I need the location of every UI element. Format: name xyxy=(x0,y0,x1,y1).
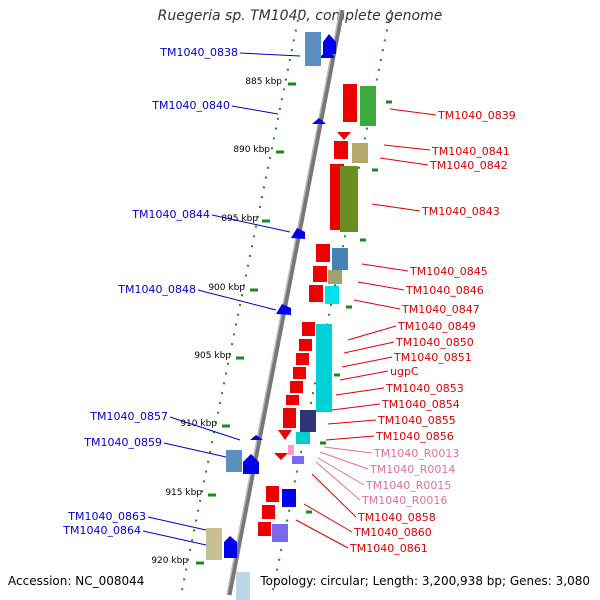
gene-label[interactable]: TM1040_0851 xyxy=(393,351,472,364)
gene-block xyxy=(309,285,323,302)
gene-label[interactable]: TM1040_0850 xyxy=(395,336,474,349)
gene-label[interactable]: TM1040_0849 xyxy=(397,320,476,333)
gene-block xyxy=(293,367,306,379)
gene-label[interactable]: TM1040_0841 xyxy=(431,145,510,158)
cog-block xyxy=(296,432,310,444)
rna-label[interactable]: TM1040_R0015 xyxy=(365,479,451,492)
rna-labels: TM1040_R0013 TM1040_R0014 TM1040_R0015 T… xyxy=(361,447,459,507)
gene-arrow xyxy=(321,50,334,58)
map-title: Ruegeria sp. TM1040, complete genome xyxy=(157,8,443,24)
cog-block xyxy=(300,410,316,432)
gene-label[interactable]: TM1040_0861 xyxy=(349,542,428,555)
gene-label[interactable]: ugpC xyxy=(390,365,419,378)
cog-block xyxy=(352,143,368,163)
gene-block xyxy=(296,353,309,365)
cog-block xyxy=(236,572,250,600)
gene-block xyxy=(286,395,299,405)
rna-block xyxy=(292,456,304,464)
scale-label: 905 kbp xyxy=(194,351,231,361)
gene-block xyxy=(283,408,296,428)
gene-label[interactable]: TM1040_0846 xyxy=(405,284,484,297)
gene-block xyxy=(282,489,296,507)
cog-block xyxy=(360,86,376,126)
gene-arrow xyxy=(250,435,263,440)
gene-label[interactable]: TM1040_0860 xyxy=(353,526,432,539)
gene-block xyxy=(262,505,275,519)
gene-arrow xyxy=(274,453,288,460)
gene-block xyxy=(316,244,330,262)
rna-label[interactable]: TM1040_R0013 xyxy=(373,447,459,460)
gene-label[interactable]: TM1040_0840 xyxy=(151,99,230,112)
gene-label[interactable]: TM1040_0855 xyxy=(377,414,456,427)
scale-ticks xyxy=(196,82,392,565)
gene-label[interactable]: TM1040_0847 xyxy=(401,303,480,316)
backbone xyxy=(226,9,345,596)
gene-label[interactable]: TM1040_0856 xyxy=(375,430,454,443)
leader-lines xyxy=(142,52,437,549)
rna-label[interactable]: TM1040_R0016 xyxy=(361,494,447,507)
gene-block xyxy=(343,84,357,122)
gene-label[interactable]: TM1040_0863 xyxy=(67,510,146,523)
cog-block xyxy=(340,166,358,232)
gene-label[interactable]: TM1040_0853 xyxy=(385,382,464,395)
scale-label: 890 kbp xyxy=(233,145,270,155)
scale-label: 900 kbp xyxy=(208,283,245,293)
cog-block xyxy=(325,286,339,304)
accession-text: Accession: NC_008044 xyxy=(8,574,145,588)
gene-block xyxy=(290,381,303,393)
reverse-features xyxy=(206,32,336,600)
scale-label: 895 kbp xyxy=(221,214,258,224)
gene-label[interactable]: TM1040_0857 xyxy=(89,410,168,423)
gene-arrow xyxy=(323,34,336,54)
rna-label[interactable]: TM1040_R0014 xyxy=(369,463,455,476)
gene-block xyxy=(266,486,279,502)
gene-block xyxy=(258,522,271,536)
scale-label: 915 kbp xyxy=(165,488,202,498)
cog-block xyxy=(272,524,288,542)
scale-label: 885 kbp xyxy=(245,77,282,87)
gene-arrow xyxy=(337,132,351,140)
gene-label[interactable]: TM1040_0848 xyxy=(117,283,196,296)
topology-text: Topology: circular; Length: 3,200,938 bp… xyxy=(260,574,590,588)
gene-block xyxy=(313,266,327,282)
gene-arrow xyxy=(276,304,291,315)
rna-block xyxy=(288,445,294,455)
cog-block xyxy=(332,248,348,270)
gene-label[interactable]: TM1040_0864 xyxy=(62,524,141,537)
forward-features xyxy=(258,84,357,536)
forward-labels: TM1040_0839 TM1040_0841 TM1040_0842 TM10… xyxy=(349,109,516,555)
gene-arrow xyxy=(291,228,305,239)
scale-labels: 885 kbp 890 kbp 895 kbp 900 kbp 905 kbp … xyxy=(151,77,282,566)
gene-label[interactable]: TM1040_0845 xyxy=(409,265,488,278)
cog-block xyxy=(305,32,321,66)
gene-label[interactable]: TM1040_0854 xyxy=(381,398,460,411)
scale-label: 920 kbp xyxy=(151,556,188,566)
cog-block xyxy=(226,450,242,472)
cog-blocks xyxy=(272,86,376,542)
cog-block xyxy=(206,528,222,560)
gene-arrow xyxy=(224,536,237,558)
gene-block xyxy=(302,322,315,336)
gene-label[interactable]: TM1040_0839 xyxy=(437,109,516,122)
cog-block xyxy=(328,270,342,284)
reverse-labels: TM1040_0838 TM1040_0840 TM1040_0844 TM10… xyxy=(62,46,238,537)
gene-arrow xyxy=(243,454,259,474)
scale-label: 910 kbp xyxy=(180,419,217,429)
gene-arrow xyxy=(312,118,326,124)
gene-label[interactable]: TM1040_0858 xyxy=(357,511,436,524)
gene-label[interactable]: TM1040_0838 xyxy=(159,46,238,59)
gene-arrow xyxy=(278,430,292,440)
gene-label[interactable]: TM1040_0842 xyxy=(429,159,508,172)
gene-label[interactable]: TM1040_0859 xyxy=(83,436,162,449)
gene-label[interactable]: TM1040_0843 xyxy=(421,205,500,218)
gene-block xyxy=(299,339,312,351)
gene-block xyxy=(334,141,348,159)
gene-label[interactable]: TM1040_0844 xyxy=(131,208,210,221)
cog-block xyxy=(316,324,332,412)
